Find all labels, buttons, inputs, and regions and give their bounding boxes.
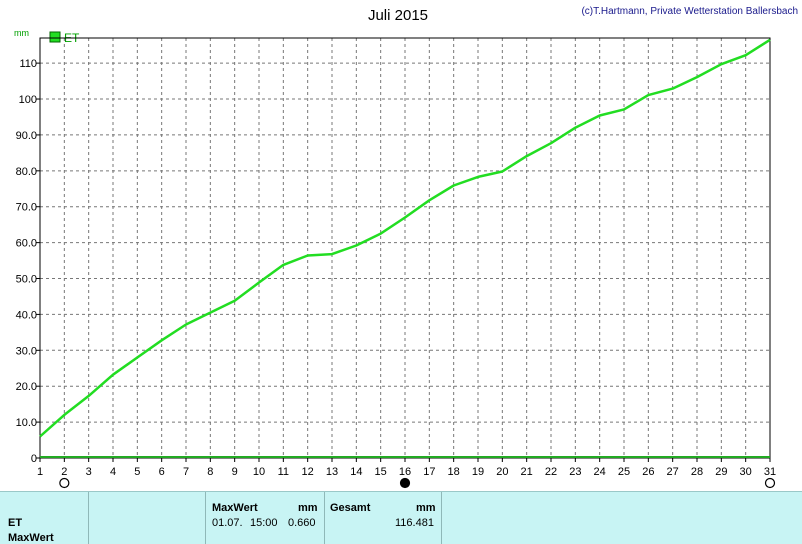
chart-credit: (c)T.Hartmann, Private Wetterstation Bal… xyxy=(581,6,798,17)
open-circle-marker xyxy=(59,477,70,489)
x-tick-label: 25 xyxy=(618,466,630,478)
x-tick-label: 14 xyxy=(350,466,362,478)
x-tick-label: 20 xyxy=(496,466,508,478)
y-tick-label: 90.0 xyxy=(16,130,37,142)
x-tick-label: 13 xyxy=(326,466,338,478)
x-tick-label: 15 xyxy=(375,466,387,478)
x-tick-label: 2 xyxy=(61,466,67,478)
x-tick-label: 11 xyxy=(278,466,289,478)
x-tick-label: 27 xyxy=(667,466,679,478)
panel-divider xyxy=(88,492,89,544)
y-tick-label: 30.0 xyxy=(16,345,37,357)
x-tick-label: 10 xyxy=(253,466,265,478)
panel-divider xyxy=(205,492,206,544)
y-axis-unit: mm xyxy=(14,28,29,38)
row-label-maxwert: MaxWert xyxy=(8,532,54,544)
gesamt-header: Gesamt xyxy=(330,502,371,514)
y-tick-label: 70.0 xyxy=(16,202,37,214)
gesamt-unit: mm xyxy=(416,502,436,514)
y-tick-label: 100 xyxy=(19,94,37,106)
maxwert-date: 01.07. xyxy=(212,517,243,529)
maxwert-header: MaxWert xyxy=(212,502,258,514)
x-axis: 1 2 3 4 5 6 7 8 9 10 11 12 13 14 15 16 17 18 19 20 21 22 23 24 2… xyxy=(37,458,776,478)
filled-circle-marker xyxy=(399,477,411,489)
x-tick-label: 26 xyxy=(642,466,654,478)
chart-title: Juli 2015 xyxy=(368,7,428,24)
x-tick-label: 12 xyxy=(302,466,314,478)
y-tick-label: 20.0 xyxy=(16,381,37,393)
x-tick-label: 8 xyxy=(207,466,213,478)
maxwert-time: 15:00 xyxy=(250,517,278,529)
gesamt-value: 116.481 xyxy=(395,517,434,529)
y-tick-label: 0 xyxy=(31,453,37,465)
y-tick-label: 60.0 xyxy=(16,238,37,250)
x-tick-label: 5 xyxy=(134,466,140,478)
x-tick-label: 24 xyxy=(594,466,606,478)
x-tick-label: 4 xyxy=(110,466,116,478)
x-tick-label: 6 xyxy=(159,466,165,478)
x-tick-label: 31 xyxy=(764,466,776,478)
row-label-et: ET xyxy=(8,517,23,529)
y-tick-label: 50.0 xyxy=(16,274,37,286)
open-circle-marker xyxy=(764,477,776,489)
grid xyxy=(40,38,770,458)
x-tick-label: 23 xyxy=(569,466,581,478)
series-layer xyxy=(39,38,771,458)
y-tick-label: 80.0 xyxy=(16,166,37,178)
y-tick-label: 40.0 xyxy=(16,309,37,321)
series-line-et xyxy=(39,38,771,438)
x-tick-label: 9 xyxy=(232,466,238,478)
x-tick-label: 19 xyxy=(472,466,484,478)
info-panel: ET MaxWert MaxWert mm 01.07. 15:00 0.660… xyxy=(0,491,802,544)
x-tick-label: 22 xyxy=(545,466,557,478)
x-tick-label: 29 xyxy=(715,466,727,478)
markers xyxy=(59,477,776,489)
legend-swatch-et xyxy=(49,31,61,43)
x-tick-label: 18 xyxy=(448,466,460,478)
x-tick-label: 1 xyxy=(37,466,43,478)
y-tick-label: 110 xyxy=(19,58,37,70)
maxwert-value: 0.660 xyxy=(288,517,316,529)
x-tick-label: 17 xyxy=(423,466,435,478)
y-axis: 0 10.0 20.0 30.0 40.0 50.0 60.0 70.0 80.0 90.0 100… xyxy=(16,58,40,465)
panel-divider xyxy=(324,492,325,544)
x-tick-label: 3 xyxy=(86,466,92,478)
x-tick-label: 7 xyxy=(183,466,189,478)
y-tick-label: 10.0 xyxy=(16,417,37,429)
x-tick-label: 28 xyxy=(691,466,703,478)
x-tick-label: 16 xyxy=(399,466,411,478)
x-tick-label: 21 xyxy=(521,466,533,478)
chart: Juli 2015 (c)T.Hartmann, Private Wetters… xyxy=(14,6,798,489)
x-tick-label: 30 xyxy=(740,466,752,478)
maxwert-unit: mm xyxy=(298,502,318,514)
panel-divider xyxy=(441,492,442,544)
